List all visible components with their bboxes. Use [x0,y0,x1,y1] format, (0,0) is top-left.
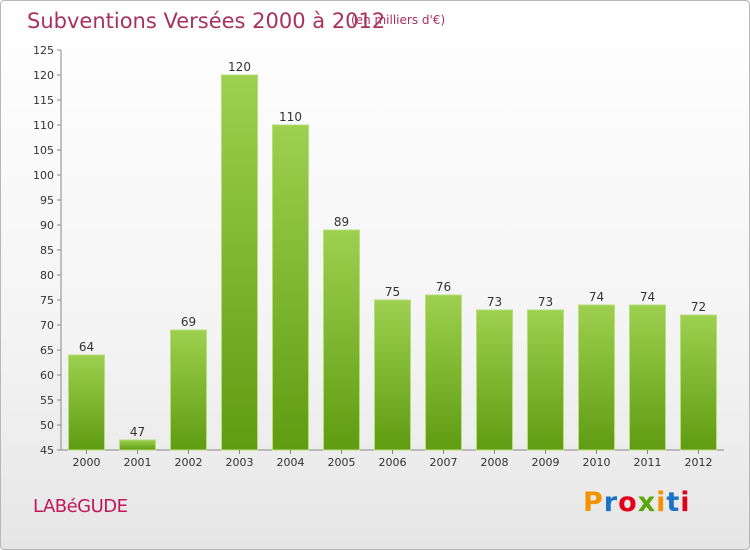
y-tick-label: 80 [40,269,54,282]
x-tick-label-2005: 2005 [328,456,356,469]
x-tick-label-2011: 2011 [634,456,662,469]
data-label-2005: 89 [334,215,349,229]
bar-2012 [680,314,717,451]
bar-2007 [425,294,462,451]
y-tick-label: 105 [33,144,54,157]
data-label-2008: 73 [487,295,502,309]
data-label-2007: 76 [436,280,451,294]
x-tick-label-2000: 2000 [73,456,101,469]
bar-2001 [119,439,156,451]
bar-2000 [68,354,105,451]
data-label-2011: 74 [640,290,655,304]
data-labels: 64 47 69 120 110 89 75 76 73 73 74 74 72 [79,60,706,439]
bar-2009 [527,309,564,451]
x-tick-label-2010: 2010 [583,456,611,469]
bar-2004 [272,124,309,451]
brand-letter: x [637,487,657,518]
brand-letter: P [583,487,604,518]
y-axis-ticks: 45 50 55 60 65 70 75 80 85 90 95 100 105 110 115 120 125 [33,44,61,457]
data-label-2012: 72 [691,300,706,314]
bar-2011 [629,304,666,451]
x-tick-label-2006: 2006 [379,456,407,469]
y-tick-label: 95 [40,194,54,207]
y-tick-label: 100 [33,169,54,182]
y-tick-label: 85 [40,244,54,257]
y-tick-label: 110 [33,119,54,132]
x-tick-label-2008: 2008 [481,456,509,469]
x-tick-label-2003: 2003 [226,456,254,469]
y-tick-label: 55 [40,394,54,407]
chart-subtitle: (en milliers d'€) [351,13,446,27]
data-label-2010: 74 [589,290,604,304]
y-tick-label: 115 [33,94,54,107]
x-tick-label-2007: 2007 [430,456,458,469]
brand-letter: r [603,487,619,518]
y-tick-label: 70 [40,319,54,332]
x-tick-label-2001: 2001 [124,456,152,469]
brand-letter: i [680,487,691,518]
chart-title: Subventions Versées 2000 à 2012 [27,9,386,33]
y-tick-label: 125 [33,44,54,57]
x-tick-label-2004: 2004 [277,456,305,469]
brand-letter: o [618,487,638,518]
y-tick-label: 50 [40,419,54,432]
bar-2003 [221,74,258,451]
bars [68,74,717,451]
data-label-2001: 47 [130,425,145,439]
bar-2008 [476,309,513,451]
brand-letter: t [666,487,681,518]
x-tick-label-2009: 2009 [532,456,560,469]
y-tick-label: 45 [40,444,54,457]
brand-logo: Proxiti [583,487,691,518]
y-tick-label: 65 [40,344,54,357]
x-tick-label-2012: 2012 [685,456,713,469]
y-tick-label: 60 [40,369,54,382]
data-label-2006: 75 [385,285,400,299]
y-tick-label: 75 [40,294,54,307]
commune-name: LABéGUDE [33,496,128,517]
data-label-2003: 120 [228,60,251,74]
x-tick-label-2002: 2002 [175,456,203,469]
y-tick-label: 90 [40,219,54,232]
x-axis-labels: 2000 2001 2002 2003 2004 2005 2006 2007 2008 2009… [73,450,713,469]
bar-2010 [578,304,615,451]
data-label-2009: 73 [538,295,553,309]
data-label-2000: 64 [79,340,94,354]
bar-2005 [323,229,360,451]
brand-letter: i [656,487,667,518]
bar-2006 [374,299,411,451]
y-tick-label: 120 [33,69,54,82]
bar-2002 [170,329,207,451]
data-label-2002: 69 [181,315,196,329]
data-label-2004: 110 [279,110,302,124]
